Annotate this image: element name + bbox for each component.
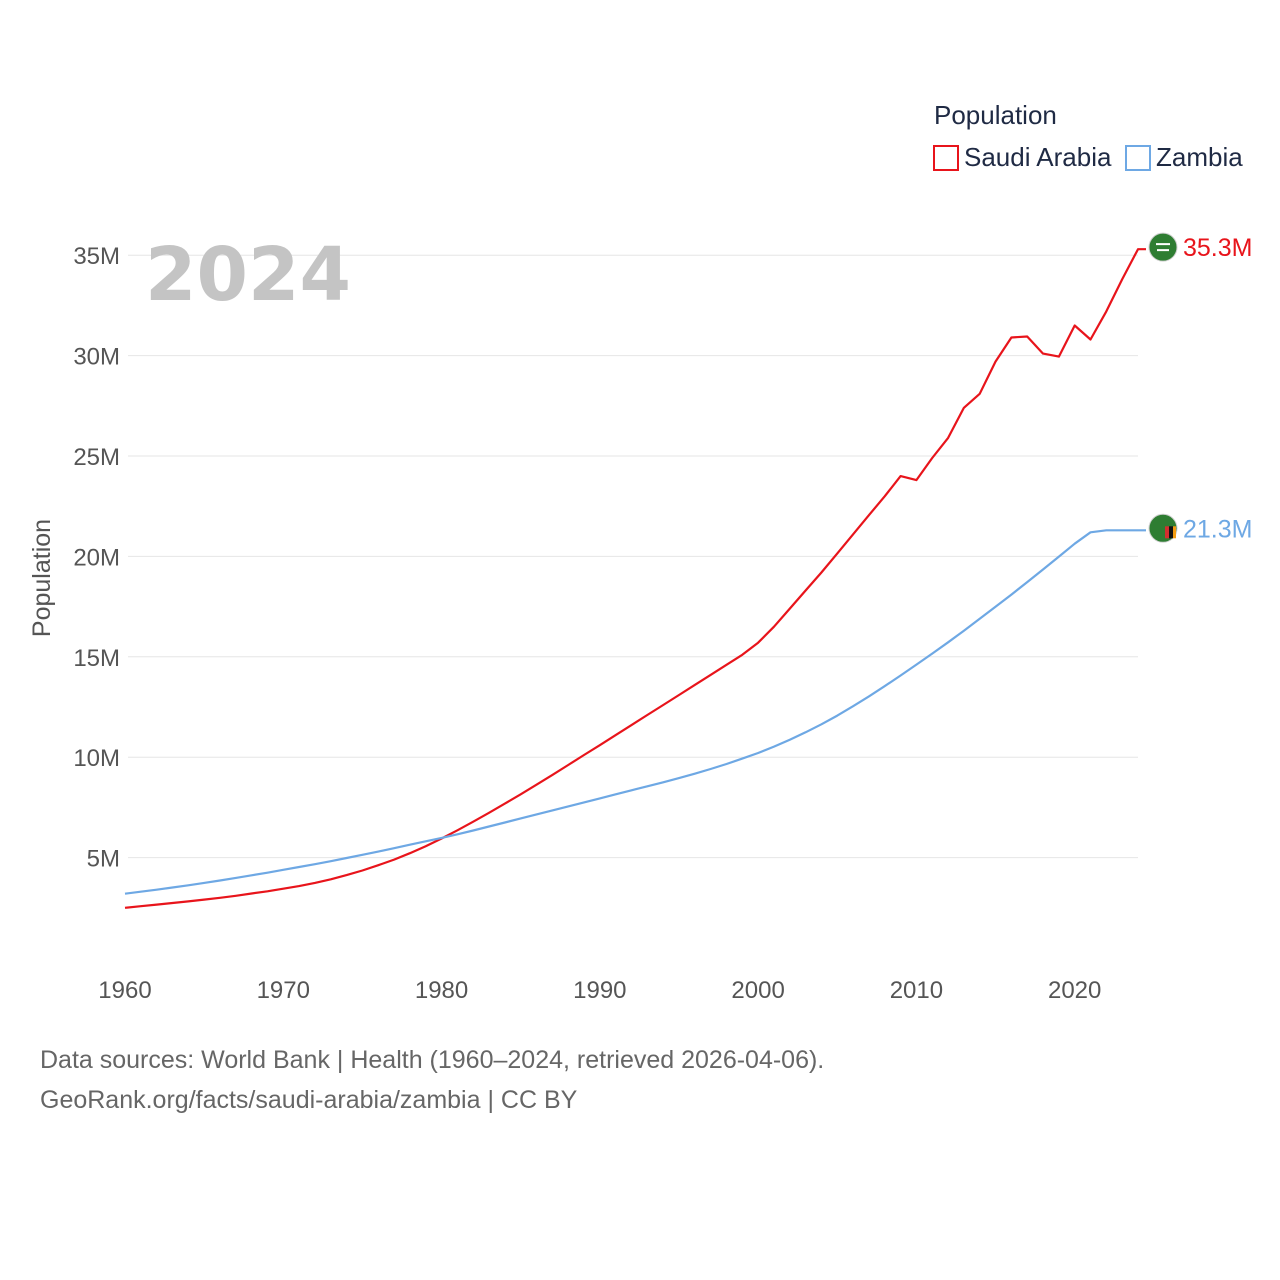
y-tick-label: 10M — [73, 745, 120, 772]
legend: Population Saudi Arabia Zambia — [933, 100, 1243, 172]
legend-swatch-saudi-arabia — [933, 145, 959, 171]
series-lines — [124, 248, 1146, 909]
x-tick-label: 2020 — [1048, 977, 1101, 1004]
legend-item-zambia[interactable]: Zambia — [1125, 142, 1243, 172]
y-tick-label: 20M — [73, 544, 120, 571]
y-axis-ticks: 5M 10M 15M 20M 25M 30M 35M — [73, 243, 120, 872]
y-tick-label: 25M — [73, 444, 120, 471]
y-tick-label: 5M — [87, 846, 120, 873]
end-value-label-zambia: 21.3M — [1183, 515, 1252, 543]
y-tick-label: 35M — [73, 243, 120, 270]
legend-title: Population — [934, 100, 1057, 130]
y-tick-label: 30M — [73, 344, 120, 371]
gridlines — [128, 254, 1138, 859]
legend-swatch-zambia — [1125, 145, 1151, 171]
legend-label-zambia: Zambia — [1156, 142, 1243, 172]
x-tick-label: 2000 — [731, 977, 784, 1004]
series-endpoints: 35.3M 21.3M — [1148, 232, 1252, 543]
series-line-zambia[interactable] — [124, 529, 1146, 895]
credit-line: GeoRank.org/facts/saudi-arabia/zambia | … — [40, 1086, 578, 1114]
legend-label-saudi-arabia: Saudi Arabia — [964, 142, 1112, 172]
saudi-arabia-flag-icon — [1148, 232, 1178, 262]
x-tick-label: 1990 — [573, 977, 626, 1004]
current-year-label: 2024 — [145, 232, 351, 318]
source-line: Data sources: World Bank | Health (1960–… — [40, 1046, 825, 1074]
source-note: Data sources: World Bank | Health (1960–… — [40, 1040, 1240, 1120]
zambia-flag-icon — [1148, 513, 1178, 543]
end-value-label-saudi-arabia: 35.3M — [1183, 234, 1252, 262]
y-tick-label: 15M — [73, 645, 120, 672]
x-axis-ticks: 1960 1970 1980 1990 2000 2010 2020 — [98, 977, 1101, 1004]
x-tick-label: 2010 — [890, 977, 943, 1004]
x-tick-label: 1960 — [98, 977, 151, 1004]
legend-item-saudi-arabia[interactable]: Saudi Arabia — [933, 142, 1112, 172]
x-tick-label: 1980 — [415, 977, 468, 1004]
series-line-saudi-arabia[interactable] — [124, 248, 1146, 909]
x-tick-label: 1970 — [257, 977, 310, 1004]
y-axis-label: Population — [28, 519, 56, 637]
